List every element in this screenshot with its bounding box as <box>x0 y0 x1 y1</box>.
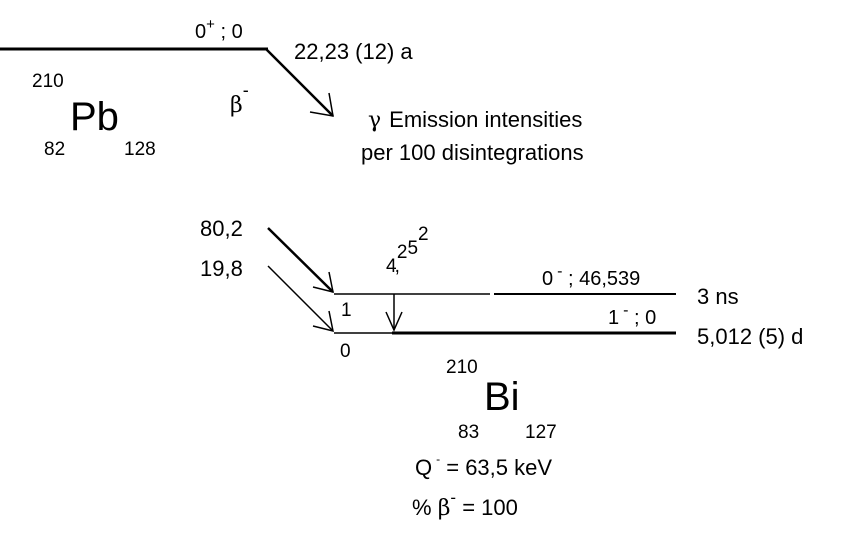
decay-arrow-head <box>309 92 334 117</box>
beta-branch-2-arrow-head <box>312 310 334 333</box>
daughter-level-0-label: 1- ; 0 <box>608 302 656 329</box>
daughter-level-1-label: 0- ; 46,539 <box>542 263 640 290</box>
parent-level-label: 0+ ; 0 <box>195 16 243 43</box>
emission-note-line1: γ Emission intensities <box>368 107 582 133</box>
parent-atomic-number: 82 <box>44 139 65 160</box>
beta-branching-percent: % β- = 100 <box>412 488 518 521</box>
parent-symbol: Pb <box>70 95 119 139</box>
parent-mass-number: 210 <box>32 71 64 92</box>
beta-branch-1-arrow-head <box>312 271 334 294</box>
daughter-mass-number: 210 <box>446 357 478 378</box>
daughter-level-0-index: 0 <box>340 341 351 362</box>
q-value: Q- = 63,5 keV <box>415 452 552 480</box>
parent-neutron-number: 128 <box>124 139 156 160</box>
parent-half-life: 22,23 (12) a <box>294 39 413 64</box>
beta-branch-2-intensity: 19,8 <box>200 256 243 281</box>
daughter-symbol: Bi <box>484 375 520 419</box>
beta-decay-label: β- <box>230 80 249 118</box>
daughter-neutron-number: 127 <box>525 422 557 443</box>
gamma-intensity-label: 4,252 <box>386 224 429 277</box>
beta-branch-2-arrow <box>267 265 334 332</box>
daughter-atomic-number: 83 <box>458 422 479 443</box>
emission-note-line2: per 100 disintegrations <box>361 140 584 165</box>
beta-branch-1-arrow <box>267 227 334 293</box>
gamma-transition-arrow-head <box>385 311 403 332</box>
daughter-level-1-half-life: 3 ns <box>697 284 739 309</box>
daughter-level-1-index: 1 <box>341 300 352 321</box>
decay-arrow-line <box>265 48 334 117</box>
beta-branch-1-intensity: 80,2 <box>200 216 243 241</box>
daughter-level-0-half-life: 5,012 (5) d <box>697 324 803 349</box>
